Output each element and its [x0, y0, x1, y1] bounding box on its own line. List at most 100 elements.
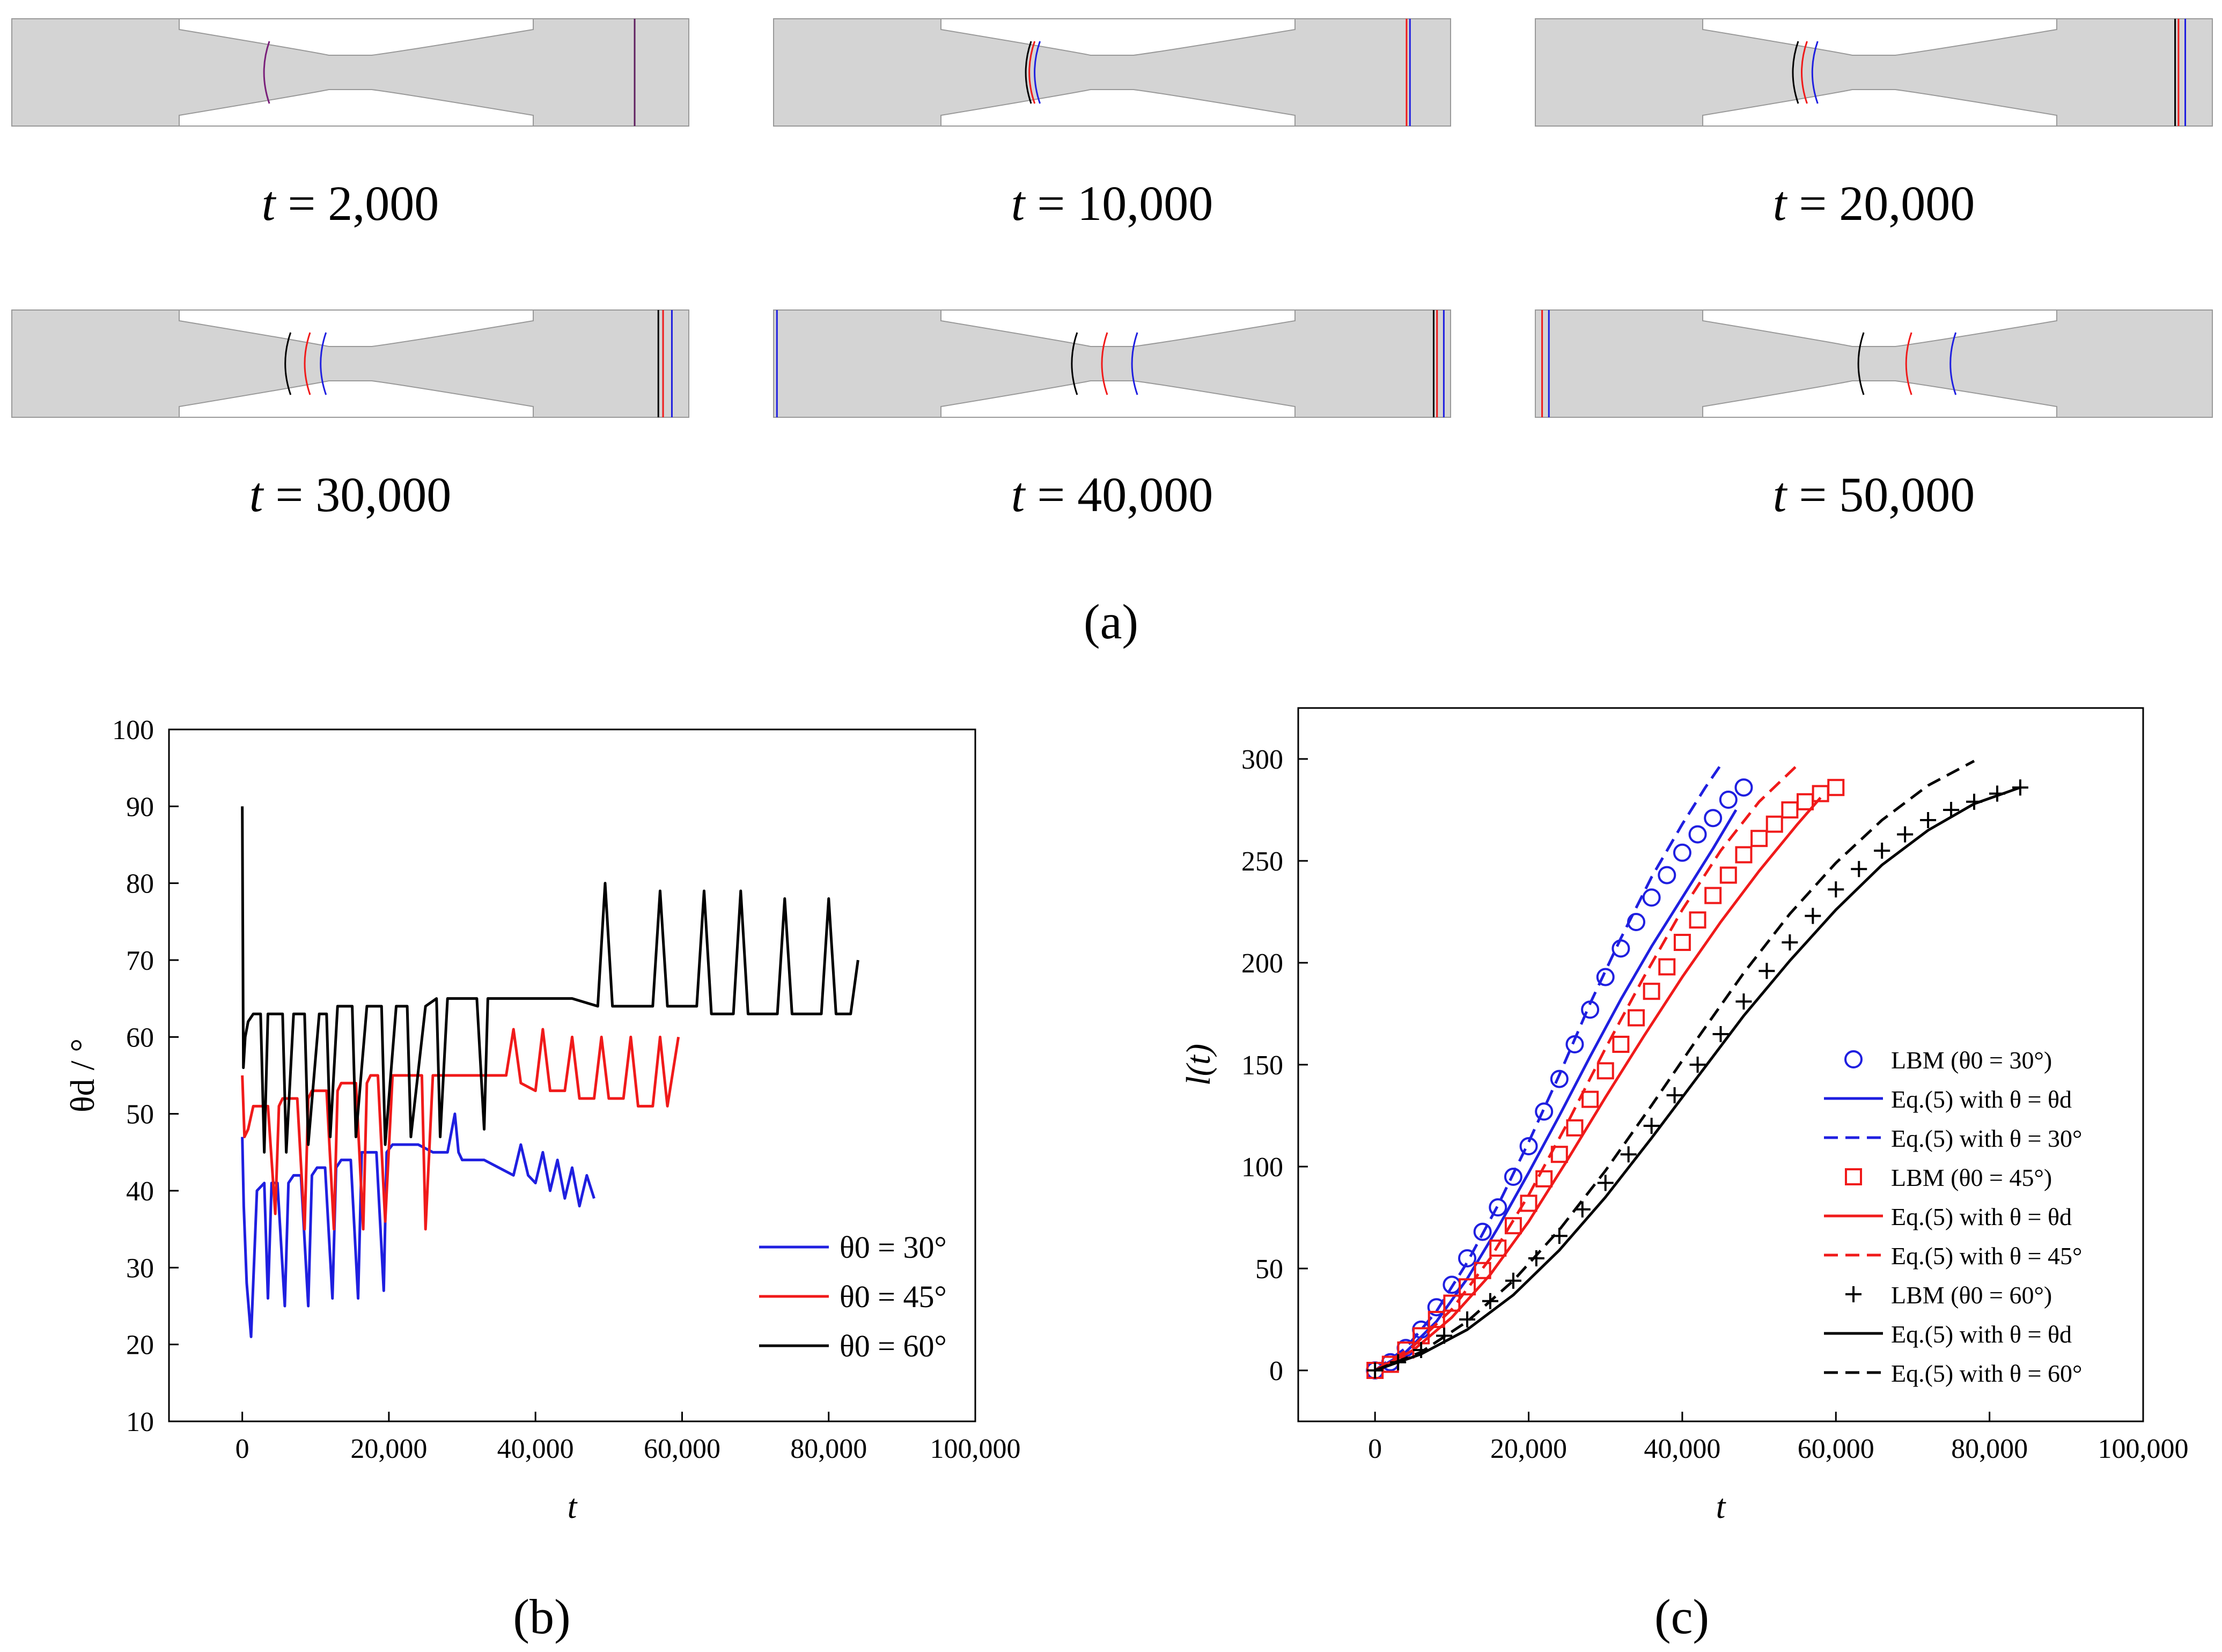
data-point — [1489, 1198, 1507, 1216]
data-point — [1519, 1137, 1538, 1155]
x-tick-label: 80,000 — [1951, 1434, 2028, 1464]
time-value: = 40,000 — [1037, 467, 1213, 522]
data-point — [1734, 778, 1753, 797]
data-point — [1628, 1009, 1645, 1027]
time-value: = 30,000 — [275, 467, 451, 522]
y-tick-label: 50 — [126, 1100, 154, 1130]
y-tick-label: 250 — [1241, 846, 1283, 877]
legend-label-2: θ0 = 45° — [840, 1279, 947, 1314]
interface-front — [1857, 332, 1865, 395]
x-tick-label: 100,000 — [2098, 1434, 2189, 1464]
series-line-3 — [241, 806, 859, 1154]
data-point — [1689, 1057, 1706, 1073]
series-line-3 — [1374, 764, 1722, 1372]
y-tick-label: 80 — [126, 869, 154, 899]
y-tick-label: 60 — [126, 1022, 154, 1053]
data-point — [1528, 1250, 1544, 1266]
data-point — [1504, 1168, 1522, 1186]
data-point — [1550, 1070, 1569, 1088]
snapshot-1: t = 2,000 — [11, 18, 689, 231]
interface-front — [1034, 41, 1041, 104]
y-axis-label: θd / ° — [63, 1038, 101, 1112]
data-point — [1458, 1249, 1476, 1267]
interface-front — [320, 332, 327, 395]
data-point — [1535, 1102, 1554, 1121]
interface-front — [1101, 332, 1108, 395]
x-tick-label: 80,000 — [790, 1434, 867, 1464]
time-symbol: t — [1011, 467, 1038, 522]
data-point — [1797, 793, 1814, 810]
data-point — [1535, 1170, 1553, 1188]
interface-front — [1792, 41, 1799, 104]
y-tick-label: 90 — [126, 792, 154, 822]
y-tick-label: 40 — [126, 1176, 154, 1207]
data-point — [1658, 866, 1676, 884]
snapshot-5: t = 40,000 — [773, 309, 1451, 522]
data-point — [1489, 1240, 1507, 1257]
data-point — [1459, 1278, 1476, 1296]
data-point — [1712, 1026, 1729, 1042]
snapshot-6: t = 50,000 — [1535, 309, 2213, 522]
time-value: = 20,000 — [1799, 176, 1975, 231]
y-tick-label: 20 — [126, 1330, 154, 1361]
x-tick-label: 0 — [1368, 1434, 1382, 1464]
data-point — [1750, 830, 1768, 847]
time-symbol: t — [262, 176, 288, 231]
data-point — [1596, 968, 1615, 986]
data-point — [1943, 802, 1960, 818]
snapshot-4: t = 30,000 — [11, 309, 689, 522]
legend-label-5: Eq.(5) with θ = θd — [1891, 1203, 2072, 1230]
legend-label-4: LBM (θ0 = 45°) — [1891, 1164, 2052, 1191]
interface-front — [1025, 41, 1032, 104]
channel-border — [773, 18, 1451, 127]
interface-front — [1071, 332, 1078, 395]
data-point — [1620, 1146, 1637, 1163]
interface-front — [1028, 41, 1036, 104]
legend-label-8: Eq.(5) with θ = θd — [1891, 1321, 2072, 1348]
plot-frame — [168, 728, 976, 1422]
channel — [11, 18, 689, 127]
channel-border — [11, 309, 689, 418]
time-symbol: t — [249, 467, 276, 522]
y-tick-label: 0 — [1269, 1356, 1283, 1386]
panel-a-label: (a) — [1084, 594, 1138, 649]
chart-b: 0 20,000 40,000 60,000 80,000 100,000 10 20 30 40… — [63, 715, 1021, 1525]
snapshot-3: t = 20,000 — [1535, 18, 2213, 231]
interface-front — [1811, 41, 1819, 104]
interface-front — [1905, 332, 1912, 395]
time-symbol: t — [1011, 176, 1038, 231]
legend-label-7: LBM (θ0 = 60°) — [1891, 1281, 2052, 1309]
legend-swatch-1 — [1844, 1050, 1863, 1068]
channel — [11, 309, 689, 418]
data-point — [1689, 911, 1706, 929]
data-point — [1828, 881, 1844, 898]
data-point — [1473, 1222, 1492, 1241]
channel — [1535, 309, 2213, 418]
panel-c-label: (c) — [1654, 1589, 1709, 1644]
series-line-6 — [1374, 764, 1799, 1372]
channel — [773, 309, 1451, 418]
chart-c: 0 20,000 40,000 60,000 80,000 100,000 0 50 100 15… — [1179, 707, 2189, 1525]
time-symbol: t — [1773, 176, 1799, 231]
y-tick-label: 150 — [1241, 1050, 1283, 1081]
data-point — [1688, 825, 1707, 844]
data-point — [1505, 1272, 1521, 1289]
x-axis-label: t — [568, 1487, 578, 1525]
data-point — [1735, 993, 1752, 1010]
data-point — [1673, 934, 1691, 951]
series-line-1 — [241, 1112, 595, 1338]
legend-label-3: θ0 = 60° — [840, 1329, 947, 1363]
snapshot-time-label: t = 10,000 — [1011, 176, 1213, 231]
snapshot-time-label: t = 20,000 — [1773, 176, 1975, 231]
data-point — [1642, 888, 1661, 907]
series-line-2 — [1374, 809, 1738, 1372]
channel-border — [1535, 309, 2213, 418]
data-point — [1643, 983, 1660, 1000]
channel — [1535, 18, 2213, 127]
legend-label-9: Eq.(5) with θ = 60° — [1891, 1360, 2082, 1387]
series-markers-1 — [1366, 778, 1753, 1380]
legend-label-2: Eq.(5) with θ = θd — [1891, 1086, 2072, 1113]
legend-label-1: LBM (θ0 = 30°) — [1891, 1046, 2052, 1074]
x-tick-label: 0 — [236, 1434, 249, 1464]
data-point — [1566, 1119, 1584, 1137]
